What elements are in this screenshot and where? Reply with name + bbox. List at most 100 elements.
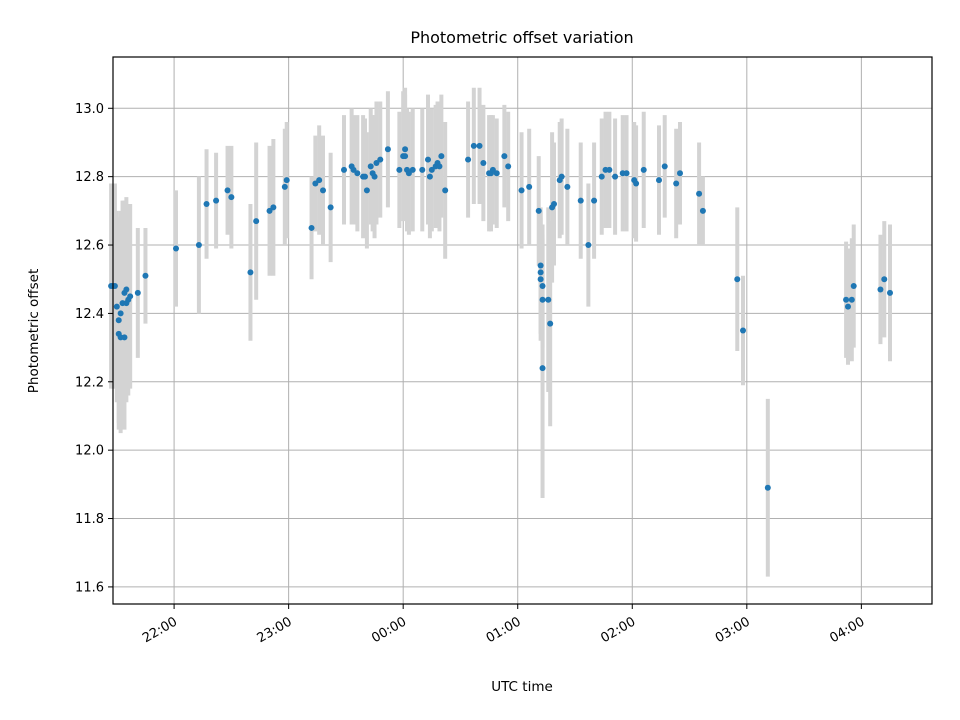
data-point [123,286,130,293]
data-point [476,142,483,149]
data-point [195,242,202,249]
y-tick-label: 12.6 [75,239,104,254]
data-point [480,159,487,166]
data-point [113,303,120,310]
chart-title: Photometric offset variation [410,28,633,47]
data-point [270,204,277,211]
x-tick-label: 04:00 [827,614,867,646]
data-point [551,201,557,208]
data-point [877,286,884,293]
data-point [117,310,124,317]
data-point [283,177,290,184]
data-point [419,166,426,173]
x-tick-label: 03:00 [713,614,753,646]
data-point [115,317,122,324]
data-point [764,484,771,491]
data-point [843,296,850,303]
data-point [142,272,149,279]
data-point [373,159,380,166]
data-point [134,289,141,296]
data-point [537,276,544,283]
plot-frame [112,56,933,605]
data-point [409,166,416,173]
data-point [312,180,319,187]
data-point [363,187,370,194]
data-point [673,180,680,187]
x-tick-label: 23:00 [255,614,295,646]
data-point [505,163,512,170]
data-point [612,173,619,180]
data-point [558,173,565,180]
data-point [354,170,361,177]
data-point [428,166,435,173]
data-point [350,166,357,173]
data-point [640,166,647,173]
data-point [850,283,857,290]
data-point [402,146,409,153]
data-point [591,197,598,204]
data-point [881,276,888,283]
x-tick-label: 00:00 [369,614,409,646]
x-tick-label: 01:00 [484,614,524,646]
data-point [633,180,640,187]
data-point [341,166,347,173]
data-point [539,283,546,290]
data-point [545,296,552,303]
data-point [535,207,542,214]
data-point [887,289,893,296]
data-point [585,242,592,249]
data-point [564,183,571,190]
x-axis-label: UTC time [491,679,553,695]
data-point [577,197,584,204]
data-point [384,146,391,153]
x-axis-ticks: 22:00 23:00 00:00 01:00 02:00 03:00 04:00 [140,604,867,646]
data-point [518,187,525,194]
data-point [362,173,368,180]
data-point [696,190,703,197]
y-tick-label: 12.2 [75,375,104,390]
data-point [740,327,746,334]
error-bars [109,87,892,577]
data-point [266,207,273,214]
data-point [228,194,235,201]
data-point [426,173,433,180]
x-tick-label: 02:00 [598,614,638,646]
data-point [489,166,496,173]
data-point [327,204,334,211]
data-point [493,170,500,177]
data-point [623,170,630,177]
data-point [127,293,134,300]
data-point [470,142,477,149]
data-point [308,224,315,231]
data-point [405,170,412,177]
data-point [377,156,384,163]
data-point [402,153,409,160]
data-point [121,334,128,341]
data-point [253,218,260,225]
y-tick-label: 12.0 [75,444,104,459]
data-point [442,187,449,194]
data-point [367,163,374,170]
data-point [281,183,288,190]
data-point [224,187,231,194]
data-point [547,320,554,327]
data-point [371,173,378,180]
data-point [606,166,613,173]
data-points [108,142,893,491]
data-point [677,170,683,177]
y-tick-label: 11.8 [75,512,104,527]
data-point [539,365,546,372]
data-point [320,187,326,194]
x-tick-label: 22:00 [140,614,180,646]
data-point [203,201,210,208]
data-point [173,245,179,252]
y-tick-label: 12.4 [75,307,104,322]
data-point [396,166,403,173]
data-point [526,183,533,190]
data-point [537,269,544,276]
y-tick-label: 11.6 [75,580,104,595]
data-point [247,269,254,276]
data-point [436,163,443,170]
data-point [661,163,668,170]
